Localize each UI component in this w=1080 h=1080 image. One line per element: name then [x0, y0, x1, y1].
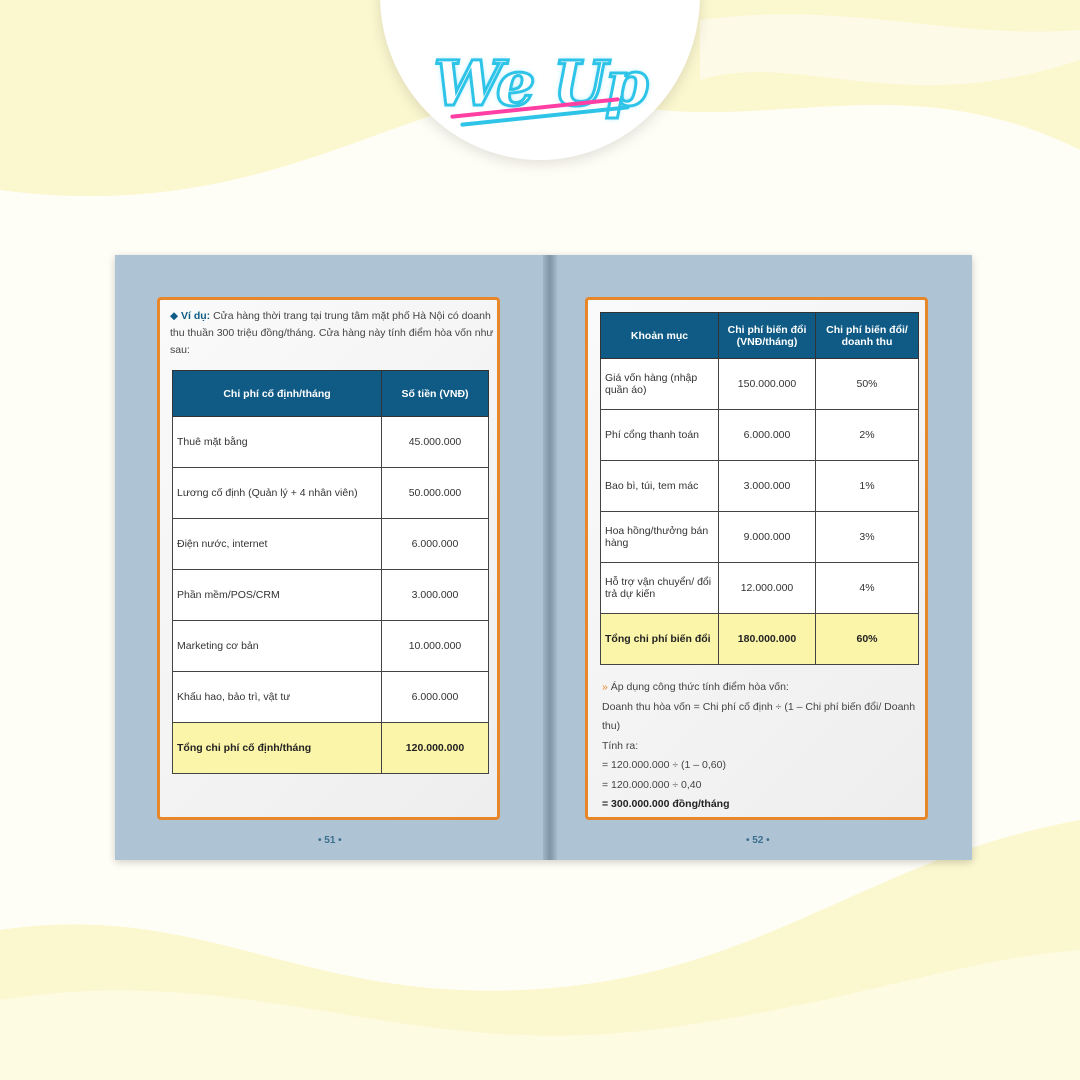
variable-cost-table: Khoản mục Chi phí biến đổi (VNĐ/tháng) Chi… — [600, 312, 919, 665]
row-label: Bao bì, túi, tem mác — [600, 460, 719, 512]
row-value: 150.000.000 — [718, 358, 816, 410]
row-value: 6.000.000 — [381, 671, 489, 723]
breakeven-calculation: » Áp dụng công thức tính điểm hòa vốn: D… — [602, 678, 922, 815]
column-header: Chi phí biến đổi/ doanh thu — [815, 312, 919, 359]
total-value: 180.000.000 — [718, 613, 816, 665]
arrow-icon: » — [602, 681, 611, 693]
intro-label: Ví dụ: — [181, 310, 211, 322]
row-value: 2% — [815, 409, 919, 461]
row-value: 1% — [815, 460, 919, 512]
total-ratio: 60% — [815, 613, 919, 665]
column-header: Số tiền (VNĐ) — [381, 370, 489, 417]
row-value: 6.000.000 — [381, 518, 489, 570]
row-value: 3.000.000 — [381, 569, 489, 621]
row-label: Hoa hồng/thưởng bán hàng — [600, 511, 719, 563]
total-value: 120.000.000 — [381, 722, 489, 774]
row-value: 45.000.000 — [381, 416, 489, 468]
column-header: Chi phí cố định/tháng — [172, 370, 382, 417]
calc-step: = 120.000.000 ÷ 0,40 — [602, 778, 702, 791]
page-number: • 51 • — [318, 835, 342, 846]
row-value: 3.000.000 — [718, 460, 816, 512]
weup-logo: We Up — [380, 0, 700, 160]
book-spread: ◆ Ví dụ: Cửa hàng thời trang tại trung t… — [115, 255, 972, 860]
row-label: Khấu hao, bảo trì, vật tư — [172, 671, 382, 723]
row-label: Hỗ trợ vận chuyển/ đổi trả dự kiến — [600, 562, 719, 614]
row-value: 50.000.000 — [381, 467, 489, 519]
book-spine — [543, 255, 557, 860]
row-value: 12.000.000 — [718, 562, 816, 614]
table-row: Phần mềm/POS/CRM 3.000.000 — [172, 569, 489, 621]
table-row: Khấu hao, bảo trì, vật tư 6.000.000 — [172, 671, 489, 723]
bullet-icon: ◆ — [170, 310, 181, 322]
table-row: Marketing cơ bản 10.000.000 — [172, 620, 489, 672]
table-row: Bao bì, túi, tem mác 3.000.000 1% — [600, 460, 919, 512]
total-label: Tổng chi phí biến đổi — [600, 613, 719, 665]
row-label: Phần mềm/POS/CRM — [172, 569, 382, 621]
total-label: Tổng chi phí cố định/tháng — [172, 722, 382, 774]
fixed-cost-table: Chi phí cố định/tháng Số tiền (VNĐ) Thuê … — [172, 370, 489, 774]
column-header: Khoản mục — [600, 312, 719, 359]
row-value: 6.000.000 — [718, 409, 816, 461]
total-row: Tổng chi phí biến đổi 180.000.000 60% — [600, 613, 919, 665]
row-label: Lương cố định (Quản lý + 4 nhân viên) — [172, 467, 382, 519]
calc-step: = 120.000.000 ÷ (1 – 0,60) — [602, 759, 726, 771]
row-label: Thuê mặt bằng — [172, 416, 382, 468]
table-row: Thuê mặt bằng 45.000.000 — [172, 416, 489, 468]
table-row: Hỗ trợ vận chuyển/ đổi trả dự kiến 12.000… — [600, 562, 919, 614]
column-header: Chi phí biến đổi (VNĐ/tháng) — [718, 312, 816, 359]
row-value: 50% — [815, 358, 919, 410]
row-value: 4% — [815, 562, 919, 614]
table-row: Phí cổng thanh toán 6.000.000 2% — [600, 409, 919, 461]
row-label: Điện nước, internet — [172, 518, 382, 570]
calc-heading: Áp dụng công thức tính điểm hòa vốn: — [610, 681, 789, 693]
calc-result: = 300.000.000 đồng/tháng — [602, 798, 730, 810]
table-row: Hoa hồng/thưởng bán hàng 9.000.000 3% — [600, 511, 919, 563]
intro-paragraph: ◆ Ví dụ: Cửa hàng thời trang tại trung t… — [170, 308, 495, 359]
calc-formula: Doanh thu hòa vốn = Chi phí cố định ÷ (1… — [602, 700, 916, 733]
table-row: Điện nước, internet 6.000.000 — [172, 518, 489, 570]
left-page-card: ◆ Ví dụ: Cửa hàng thời trang tại trung t… — [157, 297, 500, 820]
row-value: 10.000.000 — [381, 620, 489, 672]
row-value: 9.000.000 — [718, 511, 816, 563]
page-number: • 52 • — [746, 835, 770, 846]
table-row: Giá vốn hàng (nhập quần áo) 150.000.000 50… — [600, 358, 919, 410]
row-label: Phí cổng thanh toán — [600, 409, 719, 461]
calc-label: Tính ra: — [602, 739, 639, 752]
intro-text: Cửa hàng thời trang tại trung tâm mặt ph… — [170, 310, 494, 356]
row-label: Giá vốn hàng (nhập quần áo) — [600, 358, 719, 410]
row-label: Marketing cơ bản — [172, 620, 382, 672]
row-value: 3% — [815, 511, 919, 563]
total-row: Tổng chi phí cố định/tháng 120.000.000 — [172, 722, 489, 774]
right-page-card: Khoản mục Chi phí biến đổi (VNĐ/tháng) Chi… — [585, 297, 928, 820]
table-row: Lương cố định (Quản lý + 4 nhân viên) 50.… — [172, 467, 489, 519]
